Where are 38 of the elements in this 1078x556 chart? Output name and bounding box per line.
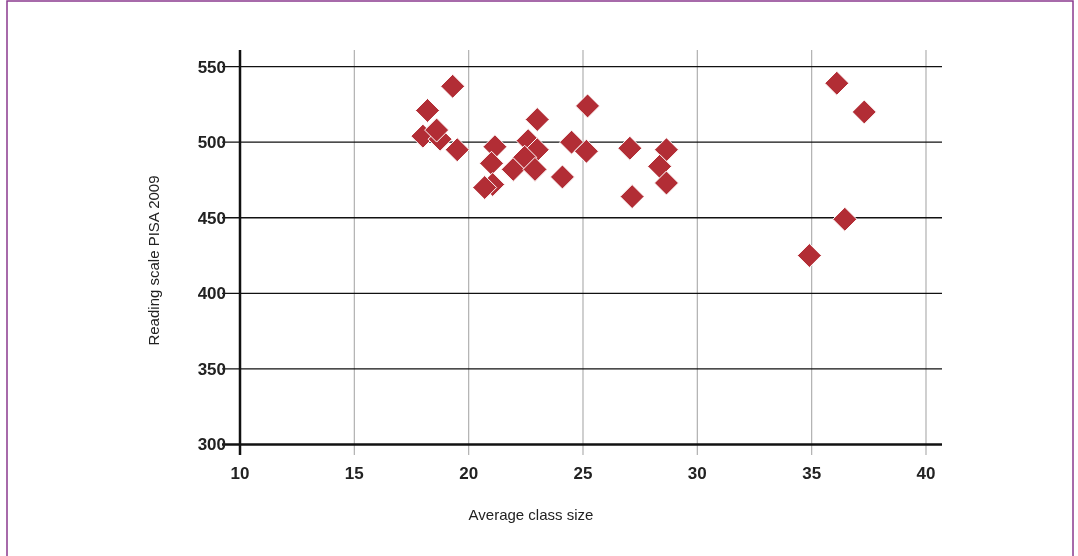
y-axis-title: Reading scale PISA 2009 (145, 175, 162, 346)
x-tick-label: 10 (230, 464, 250, 483)
y-tick-label: 400 (197, 284, 226, 304)
point (575, 93, 601, 119)
point (440, 73, 466, 99)
point (796, 243, 822, 269)
point (524, 107, 550, 133)
point (549, 164, 575, 190)
point (472, 175, 498, 201)
point (500, 156, 526, 182)
x-axis-title: Average class size (468, 506, 594, 523)
point (824, 70, 850, 96)
point (619, 184, 645, 210)
y-tick-label: 500 (197, 133, 226, 153)
point (653, 170, 679, 196)
x-tick-label: 40 (916, 464, 936, 483)
point (653, 137, 679, 163)
point (479, 150, 505, 176)
point (617, 135, 643, 161)
x-tick-label: 25 (573, 464, 593, 483)
x-tick-label: 30 (687, 464, 707, 483)
point (559, 129, 585, 155)
x-tick-label: 35 (802, 464, 822, 483)
point (444, 137, 470, 163)
y-tick-label: 350 (197, 359, 226, 379)
point (424, 117, 450, 143)
point (512, 144, 538, 170)
point (832, 206, 858, 232)
x-tick-label: 20 (459, 464, 479, 483)
x-tick-label: 15 (344, 464, 364, 483)
point (851, 99, 877, 125)
y-tick-label: 450 (197, 208, 226, 228)
y-tick-label: 550 (197, 57, 226, 77)
point (415, 97, 440, 123)
point (573, 138, 599, 164)
point (647, 153, 673, 179)
y-tick-label: 300 (197, 435, 226, 455)
point (522, 156, 548, 182)
